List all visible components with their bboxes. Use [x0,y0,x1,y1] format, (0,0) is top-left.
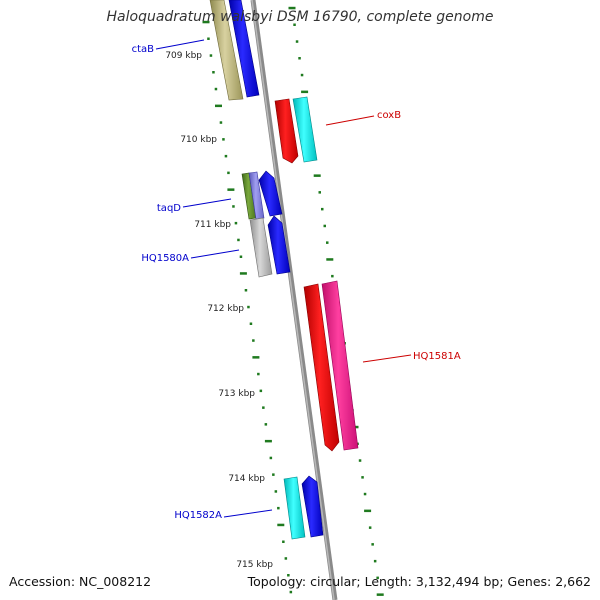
inner-ruler-dot [262,406,265,409]
outer-ruler-dot [295,40,299,43]
outer-ruler-dot [373,559,377,563]
inner-ruler-dot [264,423,268,426]
outer-ruler-dot [368,526,372,529]
tick-label-711: 711 kbp [194,220,231,230]
inner-ruler-dot [277,523,285,527]
inner-ruler-dot [224,154,228,158]
tick-label-715: 715 kbp [236,560,273,570]
inner-ruler-dot [222,138,225,141]
inner-ruler-dot [244,289,248,292]
map-title: Haloquadratum walsbyi DSM 16790, complet… [106,9,494,25]
tick-label-709: 709 kbp [165,51,202,61]
leader-taqD [182,198,232,208]
outer-ruler-dot [331,274,334,278]
gene-taqD-slate[interactable] [248,171,265,220]
tick-label-713: 713 kbp [218,389,255,399]
gene-label-HQ1581A[interactable]: HQ1581A [413,351,461,362]
accession-text: Accession: NC_008212 [9,574,152,589]
outer-ruler-dot [288,6,296,10]
inner-ruler-dot [252,339,255,342]
inner-ruler-dot [247,305,250,309]
inner-ruler-dot [272,473,275,476]
outer-ruler-dot [364,509,372,513]
outer-ruler-dot [300,73,304,77]
gene-HQ1582A[interactable] [301,475,324,538]
gene-HQ1580A-gray[interactable] [249,217,273,278]
tick-label-712: 712 kbp [207,304,244,314]
gene-HQ1581A[interactable] [303,283,340,452]
inner-ruler-dot [215,104,222,108]
inner-ruler-dot [227,171,230,175]
inner-ruler-dot [209,54,213,57]
inner-ruler-dot [227,188,235,191]
leader-HQ1581A [362,354,412,363]
outer-ruler-dot [326,258,334,261]
inner-ruler-dot [239,255,243,258]
gene-label-taqD[interactable]: taqD [157,203,181,214]
outer-ruler-dot [321,207,324,211]
inner-ruler-dot [264,439,272,443]
inner-ruler-dot [239,272,247,275]
inner-ruler-dot [214,87,218,91]
outer-ruler-dot [376,593,384,596]
outer-ruler-dot [293,23,296,26]
gene-taqD[interactable] [258,170,283,217]
inner-ruler-dot [202,20,210,24]
gene-label-coxB[interactable]: coxB [377,110,401,121]
gene-label-HQ1580A[interactable]: HQ1580A [141,253,189,264]
outer-ruler-dot [301,90,309,94]
inner-ruler-dot [259,389,263,393]
gene-coxB-cyan[interactable] [292,96,318,163]
gene-coxB[interactable] [274,98,299,164]
gene-label-HQ1582A[interactable]: HQ1582A [174,510,222,521]
outer-ruler-dot [313,174,321,177]
gene-HQ1582A-cyan[interactable] [283,476,306,540]
outer-ruler-dot [358,459,362,462]
genome-backbone-highlight [251,0,335,600]
inner-ruler-dot [287,574,290,577]
inner-ruler-dot [289,590,293,594]
inner-ruler-dot [219,121,223,124]
gene-ctaB-olive[interactable] [209,0,244,101]
inner-ruler-dot [234,221,238,225]
inner-ruler-dot [284,557,288,560]
outer-ruler-dot [298,57,301,60]
outer-ruler-dot [371,543,374,546]
outer-ruler-dot [361,476,364,479]
inner-ruler-dot [207,37,210,40]
leader-ctaB [155,39,205,50]
leader-HQ1582A [223,509,273,518]
tick-label-710: 710 kbp [180,135,217,145]
outer-ruler-dot [323,224,326,228]
leader-HQ1580A [190,249,240,259]
inner-ruler-dot [212,71,215,74]
inner-ruler-dot [249,322,253,325]
inner-ruler-dot [252,356,260,359]
inner-ruler-dot [232,205,235,208]
inner-ruler-dot [269,456,273,460]
leader-coxB [325,115,375,126]
gene-HQ1581A-magenta[interactable] [321,280,359,451]
gene-HQ1580A[interactable] [267,215,291,275]
outer-ruler-dot [318,191,321,194]
inner-ruler-dot [274,490,278,493]
gene-label-ctaB[interactable]: ctaB [132,44,155,55]
inner-ruler-dot [277,506,280,510]
inner-ruler-dot [237,238,240,242]
outer-ruler-dot [376,576,379,580]
genome-backbone [250,0,338,600]
outer-ruler-dot [363,492,367,496]
inner-ruler-dot [257,372,260,376]
outer-ruler-dot [326,241,329,244]
gene-ctaB[interactable] [228,0,260,98]
tick-label-714: 714 kbp [228,474,265,484]
inner-ruler-dot [282,540,285,543]
genome-summary-text: Topology: circular; Length: 3,132,494 bp… [247,574,591,589]
